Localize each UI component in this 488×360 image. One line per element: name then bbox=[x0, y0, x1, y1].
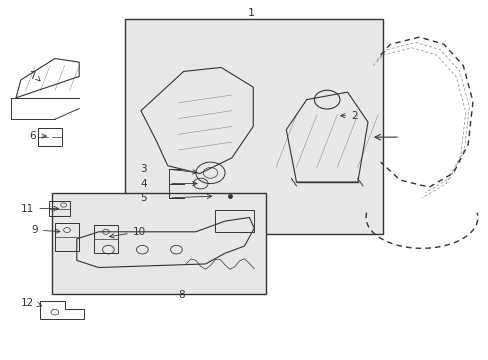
Text: 10: 10 bbox=[109, 227, 145, 238]
Text: 6: 6 bbox=[29, 131, 35, 141]
FancyBboxPatch shape bbox=[125, 19, 382, 234]
Text: 5: 5 bbox=[141, 193, 147, 203]
Text: 12: 12 bbox=[21, 298, 34, 308]
Text: 7: 7 bbox=[29, 71, 35, 81]
Text: 4: 4 bbox=[141, 179, 147, 189]
Text: 1: 1 bbox=[248, 8, 255, 18]
Text: 2: 2 bbox=[340, 111, 357, 121]
FancyBboxPatch shape bbox=[52, 193, 266, 294]
Text: 9: 9 bbox=[31, 225, 60, 235]
Text: 11: 11 bbox=[21, 203, 59, 213]
Text: 3: 3 bbox=[141, 164, 147, 174]
Text: 8: 8 bbox=[178, 290, 184, 300]
